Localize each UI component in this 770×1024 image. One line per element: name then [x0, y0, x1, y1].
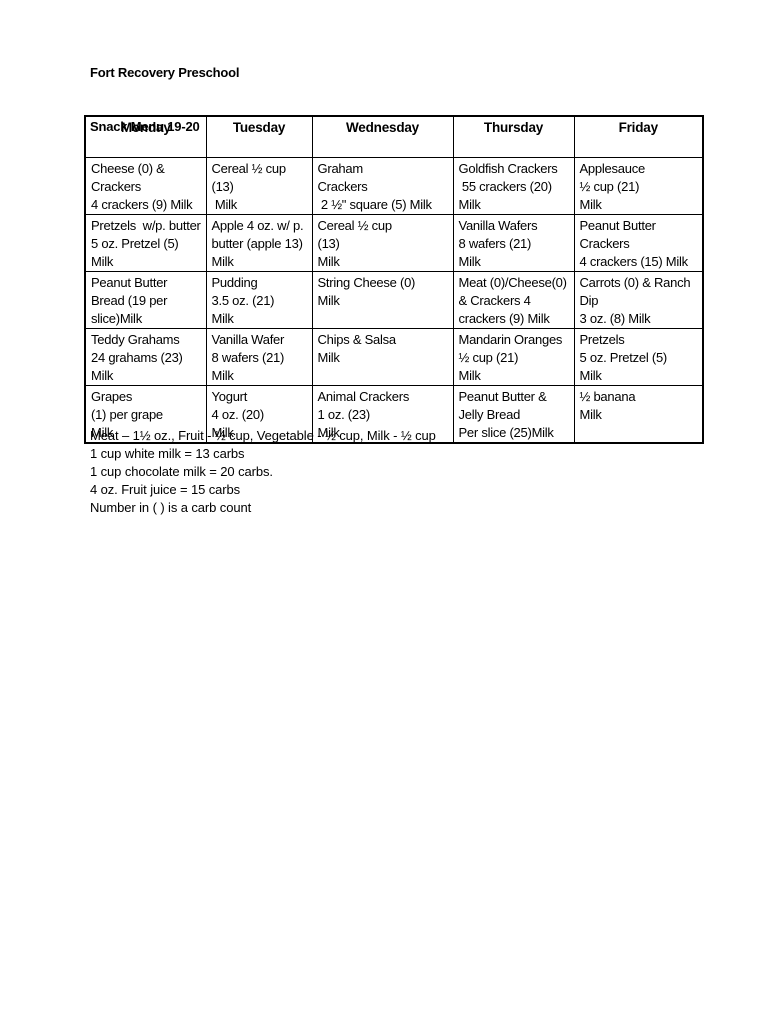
- menu-cell-week4-tuesday: Vanilla Wafer 8 wafers (21) Milk: [205, 328, 313, 386]
- menu-cell-week4-monday: Teddy Grahams 24 grahams (23) Milk: [84, 328, 207, 386]
- menu-cell-week3-wednesday: String Cheese (0) Milk: [311, 271, 454, 329]
- menu-row-week5: Grapes (1) per grape Milk Yogurt 4 oz. (…: [84, 385, 704, 444]
- day-header-thursday: Thursday: [452, 115, 575, 158]
- menu-cell-week5-monday: Grapes (1) per grape Milk: [84, 385, 207, 444]
- menu-cell-week3-monday: Peanut Butter Bread (19 per slice)Milk: [84, 271, 207, 329]
- notes-block: Meat – 1½ oz., Fruit - ½ cup, Vegetable …: [90, 427, 436, 517]
- day-header-friday: Friday: [573, 115, 704, 158]
- menu-cell-week4-thursday: Mandarin Oranges ½ cup (21) Milk: [452, 328, 575, 386]
- note-fruit-juice: 4 oz. Fruit juice = 15 carbs: [90, 482, 241, 497]
- menu-cell-week2-friday: Peanut Butter Crackers 4 crackers (15) M…: [573, 214, 704, 272]
- snack-menu-table: Monday Tuesday Wednesday Thursday Friday…: [84, 115, 704, 444]
- menu-cell-week2-tuesday: Apple 4 oz. w/ p. butter (apple 13) Milk: [205, 214, 313, 272]
- menu-cell-week5-friday: ½ banana Milk: [573, 385, 704, 444]
- day-header-monday: Monday: [84, 115, 207, 158]
- menu-cell-week2-thursday: Vanilla Wafers 8 wafers (21) Milk: [452, 214, 575, 272]
- menu-cell-week4-friday: Pretzels 5 oz. Pretzel (5) Milk: [573, 328, 704, 386]
- day-header-tuesday: Tuesday: [205, 115, 313, 158]
- note-serving-sizes: Meat – 1½ oz., Fruit - ½ cup, Vegetable …: [90, 428, 436, 443]
- menu-row-week4: Teddy Grahams 24 grahams (23) Milk Vanil…: [84, 328, 704, 386]
- menu-cell-week5-thursday: Peanut Butter & Jelly Bread Per slice (2…: [452, 385, 575, 444]
- note-white-milk: 1 cup white milk = 13 carbs: [90, 446, 245, 461]
- note-carb-count: Number in ( ) is a carb count: [90, 500, 252, 515]
- menu-cell-week5-tuesday: Yogurt 4 oz. (20) Milk: [205, 385, 313, 444]
- menu-cell-week1-thursday: Goldfish Crackers 55 crackers (20) Milk: [452, 157, 575, 215]
- note-chocolate-milk: 1 cup chocolate milk = 20 carbs.: [90, 464, 273, 479]
- menu-cell-week4-wednesday: Chips & Salsa Milk: [311, 328, 454, 386]
- menu-cell-week5-wednesday: Animal Crackers 1 oz. (23) Milk: [311, 385, 454, 444]
- menu-cell-week2-wednesday: Cereal ½ cup (13) Milk: [311, 214, 454, 272]
- menu-row-week1: Cheese (0) & Crackers 4 crackers (9) Mil…: [84, 157, 704, 215]
- day-header-wednesday: Wednesday: [311, 115, 454, 158]
- menu-cell-week3-thursday: Meat (0)/Cheese(0) & Crackers 4 crackers…: [452, 271, 575, 329]
- doc-title: Fort Recovery Preschool: [90, 65, 240, 80]
- menu-row-week3: Peanut Butter Bread (19 per slice)Milk P…: [84, 271, 704, 329]
- menu-cell-week1-monday: Cheese (0) & Crackers 4 crackers (9) Mil…: [84, 157, 207, 215]
- menu-cell-week1-tuesday: Cereal ½ cup (13) Milk: [205, 157, 313, 215]
- menu-cell-week1-wednesday: Graham Crackers 2 ½" square (5) Milk: [311, 157, 454, 215]
- menu-row-week2: Pretzels w/p. butter 5 oz. Pretzel (5) M…: [84, 214, 704, 272]
- menu-cell-week3-friday: Carrots (0) & Ranch Dip 3 oz. (8) Milk: [573, 271, 704, 329]
- menu-cell-week1-friday: Applesauce ½ cup (21) Milk: [573, 157, 704, 215]
- day-header-row: Monday Tuesday Wednesday Thursday Friday: [84, 115, 704, 158]
- menu-cell-week3-tuesday: Pudding 3.5 oz. (21) Milk: [205, 271, 313, 329]
- menu-cell-week2-monday: Pretzels w/p. butter 5 oz. Pretzel (5) M…: [84, 214, 207, 272]
